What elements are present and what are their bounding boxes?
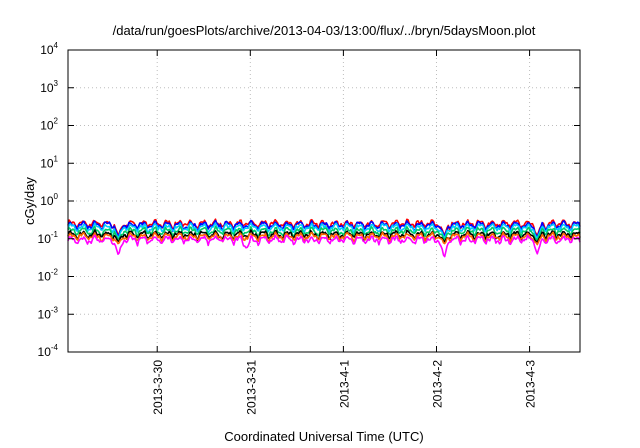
y-tick-label: 10-2 (38, 268, 59, 284)
y-tick-exponent: 1 (54, 154, 59, 163)
y-tick-exponent: 0 (54, 192, 59, 201)
y-tick-label: 100 (40, 192, 58, 208)
y-tick-label: 104 (40, 41, 58, 57)
x-tick-label: 2013-4-3 (524, 360, 538, 408)
x-tick-label: 2013-4-1 (337, 360, 351, 408)
y-axis-label: cGy/day (22, 177, 37, 225)
grid-lines (68, 50, 580, 352)
y-tick-base: 10 (40, 156, 54, 170)
y-tick-label: 10-3 (38, 305, 59, 321)
y-tick-base: 10 (38, 270, 52, 284)
series-line (67, 231, 581, 246)
series-line (67, 222, 581, 240)
y-tick-base: 10 (38, 345, 52, 359)
y-tick-base: 10 (40, 194, 54, 208)
chart-title: /data/run/goesPlots/archive/2013-04-03/1… (113, 23, 536, 38)
y-tick-label: 101 (40, 154, 58, 170)
series-line (67, 225, 581, 242)
y-tick-exponent: -3 (51, 305, 59, 314)
x-tick-label: 2013-4-2 (430, 360, 444, 408)
y-tick-exponent: 4 (54, 41, 59, 50)
x-tick-label: 2013-3-30 (151, 360, 165, 415)
data-series (67, 218, 581, 258)
x-axis-label: Coordinated Universal Time (UTC) (224, 429, 423, 444)
y-tick-exponent: 3 (54, 79, 59, 88)
y-tick-base: 10 (38, 307, 52, 321)
axis-ticks: 10-410-310-210-11001011021031042013-3-30… (38, 41, 580, 415)
x-tick-label: 2013-3-31 (244, 360, 258, 415)
y-tick-exponent: -4 (51, 343, 59, 352)
y-tick-label: 103 (40, 79, 58, 95)
y-tick-base: 10 (40, 81, 54, 95)
y-tick-label: 102 (40, 117, 58, 133)
y-tick-exponent: 2 (54, 117, 59, 126)
y-tick-label: 10-1 (38, 230, 59, 246)
y-tick-label: 10-4 (38, 343, 59, 359)
y-tick-base: 10 (38, 232, 52, 246)
series-line (67, 234, 581, 258)
y-tick-base: 10 (40, 119, 54, 133)
y-tick-exponent: -1 (51, 230, 59, 239)
y-tick-exponent: -2 (51, 268, 59, 277)
y-tick-base: 10 (40, 43, 54, 57)
